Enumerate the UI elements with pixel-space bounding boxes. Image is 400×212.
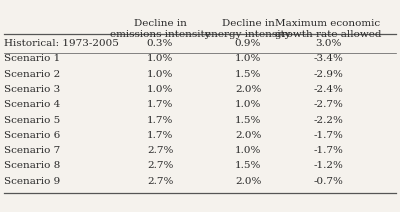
Text: 1.0%: 1.0%	[147, 54, 173, 63]
Text: Scenario 1: Scenario 1	[4, 54, 60, 63]
Text: 1.0%: 1.0%	[235, 100, 261, 109]
Text: 1.0%: 1.0%	[235, 146, 261, 155]
Text: 3.0%: 3.0%	[315, 39, 341, 48]
Text: Scenario 8: Scenario 8	[4, 161, 60, 170]
Text: 1.5%: 1.5%	[235, 161, 261, 170]
Text: Historical: 1973-2005: Historical: 1973-2005	[4, 39, 119, 48]
Text: 2.0%: 2.0%	[235, 131, 261, 140]
Text: 0.9%: 0.9%	[235, 39, 261, 48]
Text: 0.3%: 0.3%	[147, 39, 173, 48]
Text: -0.7%: -0.7%	[313, 177, 343, 186]
Text: 1.0%: 1.0%	[235, 54, 261, 63]
Text: Scenario 2: Scenario 2	[4, 70, 60, 79]
Text: -2.9%: -2.9%	[313, 70, 343, 79]
Text: Decline in
energy intensity: Decline in energy intensity	[205, 19, 291, 39]
Text: -3.4%: -3.4%	[313, 54, 343, 63]
Text: 2.0%: 2.0%	[235, 177, 261, 186]
Text: 2.7%: 2.7%	[147, 177, 173, 186]
Text: 2.0%: 2.0%	[235, 85, 261, 94]
Text: -1.2%: -1.2%	[313, 161, 343, 170]
Text: Scenario 3: Scenario 3	[4, 85, 60, 94]
Text: Scenario 5: Scenario 5	[4, 116, 60, 124]
Text: 1.7%: 1.7%	[147, 116, 173, 124]
Text: 1.5%: 1.5%	[235, 116, 261, 124]
Text: 1.0%: 1.0%	[147, 85, 173, 94]
Text: 2.7%: 2.7%	[147, 161, 173, 170]
Text: Decline in
emissions intensity: Decline in emissions intensity	[110, 19, 210, 39]
Text: -1.7%: -1.7%	[313, 146, 343, 155]
Text: -2.7%: -2.7%	[313, 100, 343, 109]
Text: 1.7%: 1.7%	[147, 100, 173, 109]
Text: 1.7%: 1.7%	[147, 131, 173, 140]
Text: 1.5%: 1.5%	[235, 70, 261, 79]
Text: Scenario 9: Scenario 9	[4, 177, 60, 186]
Text: -2.2%: -2.2%	[313, 116, 343, 124]
Text: Maximum economic
growth rate allowed: Maximum economic growth rate allowed	[275, 19, 381, 39]
Text: 2.7%: 2.7%	[147, 146, 173, 155]
Text: Scenario 6: Scenario 6	[4, 131, 60, 140]
Text: Scenario 4: Scenario 4	[4, 100, 60, 109]
Text: Scenario 7: Scenario 7	[4, 146, 60, 155]
Text: -2.4%: -2.4%	[313, 85, 343, 94]
Text: -1.7%: -1.7%	[313, 131, 343, 140]
Text: 1.0%: 1.0%	[147, 70, 173, 79]
